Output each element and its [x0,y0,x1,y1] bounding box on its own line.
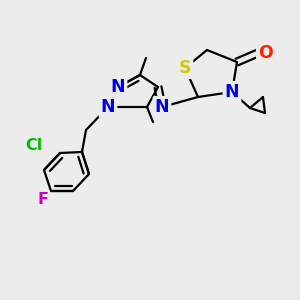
Text: S: S [179,59,191,77]
Text: N: N [101,98,115,116]
Text: N: N [225,83,239,101]
Text: N: N [111,78,125,96]
Text: Cl: Cl [26,137,43,152]
Text: O: O [258,44,273,62]
Text: F: F [38,193,49,208]
Text: N: N [155,98,169,116]
